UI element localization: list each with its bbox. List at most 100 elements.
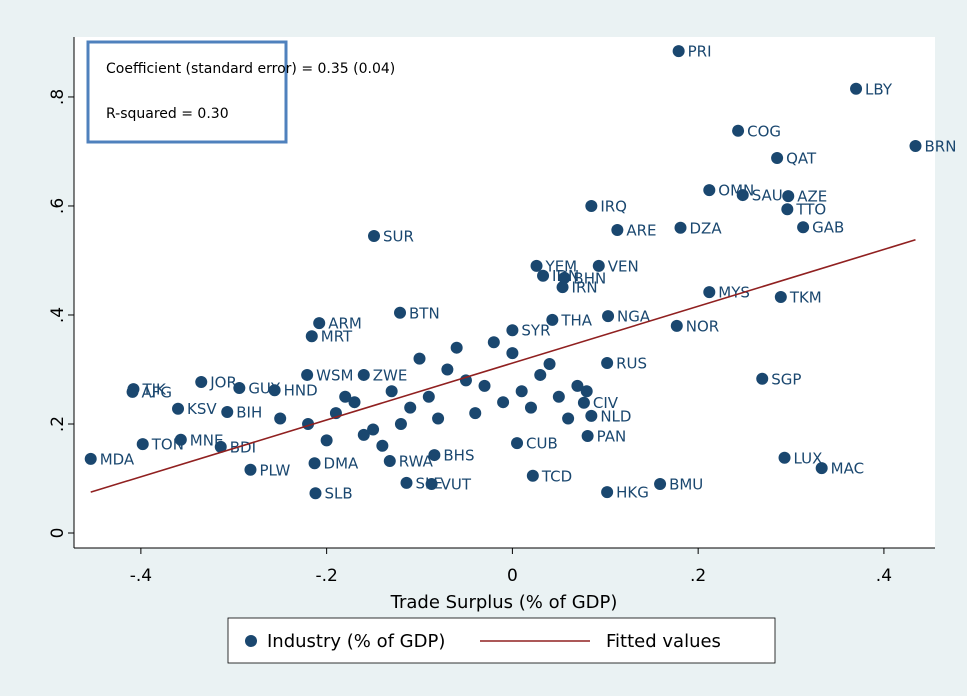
point (506, 324, 519, 337)
point-label: MDA (100, 450, 135, 468)
point-label: ZWE (373, 366, 408, 384)
point (585, 199, 598, 212)
point (672, 45, 685, 58)
point-label: RUS (616, 354, 647, 372)
point (909, 140, 922, 153)
point (126, 385, 139, 398)
point-label: WSM (316, 366, 353, 384)
point (376, 439, 389, 452)
annotation: Coefficient (standard error) = 0.35 (0.0… (106, 61, 395, 77)
y-tick-label: .8 (48, 89, 68, 105)
point-label: QAT (786, 150, 817, 168)
point-label: BMU (669, 475, 703, 493)
point (357, 368, 370, 381)
point-label: DZA (690, 219, 723, 237)
point (84, 452, 97, 465)
point-label: BDI (230, 438, 256, 456)
point (425, 477, 438, 490)
point-label: LBY (865, 80, 893, 98)
point-label: IRN (572, 279, 598, 297)
point-label: ARM (328, 315, 362, 333)
point (546, 313, 559, 326)
point-label: NOR (686, 317, 719, 335)
point (654, 477, 667, 490)
point (611, 223, 624, 236)
point-label: AZE (797, 188, 827, 206)
point (174, 433, 187, 446)
point-label: YEM (545, 257, 578, 275)
point (497, 396, 510, 409)
point (432, 412, 445, 425)
legend-swatch (245, 635, 257, 647)
point-label: MAC (831, 460, 864, 478)
point (703, 286, 716, 299)
point (309, 487, 322, 500)
point (771, 152, 784, 165)
point-label: HKG (616, 484, 649, 502)
point (195, 376, 208, 389)
point (524, 401, 537, 414)
point (357, 428, 370, 441)
point-label: PLW (259, 461, 290, 479)
point (394, 417, 407, 430)
point (552, 390, 565, 403)
point (732, 124, 745, 137)
point (670, 319, 683, 332)
point (703, 184, 716, 197)
legend-label: Fitted values (606, 631, 721, 652)
fitted-line (90, 239, 916, 493)
point (221, 406, 234, 419)
point (556, 281, 569, 294)
point (781, 203, 794, 216)
point (543, 358, 556, 371)
point (562, 412, 575, 425)
point (274, 412, 287, 425)
point-label: IRQ (600, 197, 627, 215)
point (577, 396, 590, 409)
point-label: AFG (142, 383, 173, 401)
point (441, 363, 454, 376)
point (511, 437, 524, 450)
point-label: BTN (409, 304, 440, 322)
point (233, 382, 246, 395)
point (368, 229, 381, 242)
point (404, 401, 417, 414)
point (450, 341, 463, 354)
point (478, 379, 491, 392)
point (580, 385, 593, 398)
x-tick-label: 0 (507, 566, 518, 586)
point (400, 476, 413, 489)
point (244, 463, 257, 476)
x-tick-label: .4 (876, 566, 892, 586)
point (601, 486, 614, 499)
point (601, 356, 614, 369)
point (305, 330, 318, 343)
point (797, 221, 810, 234)
point-label: BHN (573, 269, 606, 287)
point (422, 390, 435, 403)
point-label: ARE (626, 221, 656, 239)
point-label: SUR (383, 227, 414, 245)
point-label: NGA (617, 308, 651, 326)
point-label: MNE (190, 431, 224, 449)
point (136, 438, 149, 451)
point (674, 221, 687, 234)
point (782, 190, 795, 203)
x-tick-label: .2 (690, 566, 706, 586)
point-label: BIH (236, 404, 262, 422)
point-label: TJK (141, 381, 167, 399)
point (515, 385, 528, 398)
point (469, 407, 482, 420)
point-label: SAU (752, 187, 783, 205)
point (592, 259, 605, 272)
point (394, 306, 407, 319)
point (534, 368, 547, 381)
point (313, 317, 326, 330)
point-label: VEN (608, 257, 639, 275)
point-label: VUT (441, 475, 472, 493)
point-label: CIV (593, 394, 619, 412)
point (459, 374, 472, 387)
legend-label: Industry (% of GDP) (267, 631, 445, 652)
point (530, 259, 543, 272)
point (506, 347, 519, 360)
